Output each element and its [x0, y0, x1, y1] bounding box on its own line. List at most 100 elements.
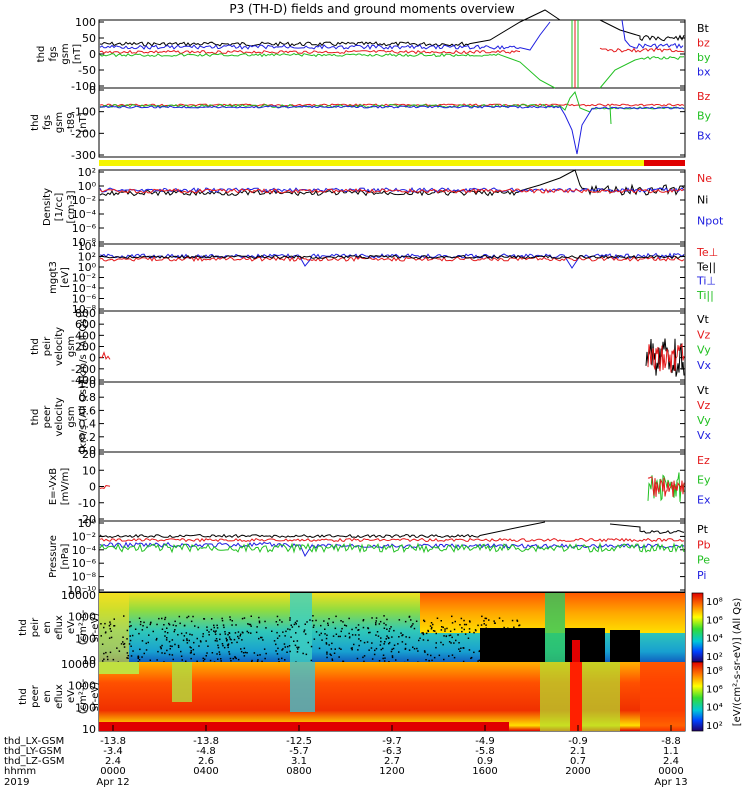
speckle [246, 630, 248, 633]
speckle [422, 633, 425, 636]
speckle [163, 661, 165, 662]
y-tick-label: -10 [78, 497, 96, 510]
y-tick-label: 1.0 [79, 378, 97, 391]
y-axis-label: fgs [42, 115, 53, 130]
speckle [391, 636, 393, 638]
speckle [451, 636, 453, 639]
speckle [161, 644, 163, 647]
speckle [422, 639, 425, 641]
x-tick-label: 2.1 [570, 746, 586, 757]
speckle [110, 630, 112, 632]
speckle [177, 646, 180, 648]
speckle [141, 656, 143, 658]
speckle [327, 624, 329, 626]
colorbar-tick-label: 10⁶ [706, 684, 723, 695]
speckle [351, 648, 353, 651]
speckle [137, 656, 140, 659]
speckle [418, 639, 420, 642]
speckle [341, 627, 343, 630]
speckle [397, 643, 399, 645]
speckle [430, 628, 433, 630]
speckle [470, 657, 472, 660]
speckle [368, 649, 370, 651]
speckle [418, 661, 420, 662]
speckle [174, 629, 176, 631]
speckle [207, 645, 209, 647]
x-tick-label: 0800 [286, 766, 311, 777]
y-axis-label: (cm²-s- [78, 678, 89, 714]
speckle [215, 638, 218, 640]
speckle [172, 624, 175, 626]
colorbar: [eV/(cm²-s-sr-eV)] (All Qs) 10⁸ 10⁶ 10⁴ 10²… [691, 592, 743, 732]
speckle [277, 647, 279, 650]
speckle [500, 660, 503, 662]
speckle [484, 617, 486, 620]
speckle [435, 632, 437, 635]
speckle [177, 634, 179, 636]
speckle [129, 635, 131, 637]
speckle [103, 652, 105, 655]
speckle [366, 641, 369, 643]
speckle [166, 627, 168, 629]
speckle [161, 617, 163, 620]
speckle [126, 657, 128, 659]
speckle [243, 655, 246, 657]
y-tick-label: 10⁻⁶ [72, 557, 97, 570]
speckle [276, 615, 279, 618]
y-tick-label: 0 [89, 48, 96, 61]
speckle [327, 622, 329, 625]
speckle [517, 646, 519, 649]
speckle [516, 620, 519, 622]
speckle [423, 650, 426, 652]
speckle [202, 657, 204, 660]
speckle [264, 657, 266, 660]
speckle [118, 650, 121, 652]
speckle [497, 631, 500, 634]
legend-ti: Ti|| [696, 289, 714, 302]
speckle [256, 660, 259, 662]
speckle [159, 646, 162, 648]
ion-void-2 [565, 628, 605, 662]
speckle [129, 639, 132, 642]
speckle [387, 636, 389, 639]
speckle [362, 626, 365, 629]
speckle [202, 635, 204, 638]
speckle [102, 660, 104, 662]
speckle [386, 628, 388, 630]
speckle [325, 643, 328, 645]
y-axis-label: [mV/m] [60, 468, 71, 506]
speckle [256, 654, 259, 656]
speckle [220, 660, 222, 662]
speckle [123, 643, 125, 646]
speckle [152, 630, 154, 633]
speckle [398, 651, 400, 653]
y-axis-label: thd [18, 619, 29, 636]
speckle [326, 656, 328, 659]
legend-vz: Vz [697, 328, 711, 341]
speckle [171, 639, 174, 641]
speckle [516, 619, 518, 622]
speckle [449, 630, 452, 632]
speckle [391, 648, 393, 651]
y-axis-label: peer [42, 405, 53, 429]
speckle [160, 647, 162, 649]
speckle [309, 619, 311, 621]
y-axis-label: -t89 [66, 112, 77, 132]
speckle [460, 617, 463, 620]
speckle [186, 638, 188, 640]
speckle [315, 619, 317, 622]
speckle [237, 631, 240, 633]
speckle [525, 661, 527, 662]
y-axis-label: gsm [66, 336, 77, 357]
speckle [143, 621, 145, 624]
speckle [227, 643, 230, 645]
series-bx-line [99, 21, 551, 51]
legend-te: Te⊥ [696, 246, 718, 259]
speckle [524, 659, 527, 662]
speckle [528, 652, 530, 654]
speckle [293, 640, 295, 642]
speckle [214, 633, 217, 635]
speckle [488, 619, 490, 621]
speckle [514, 635, 516, 637]
